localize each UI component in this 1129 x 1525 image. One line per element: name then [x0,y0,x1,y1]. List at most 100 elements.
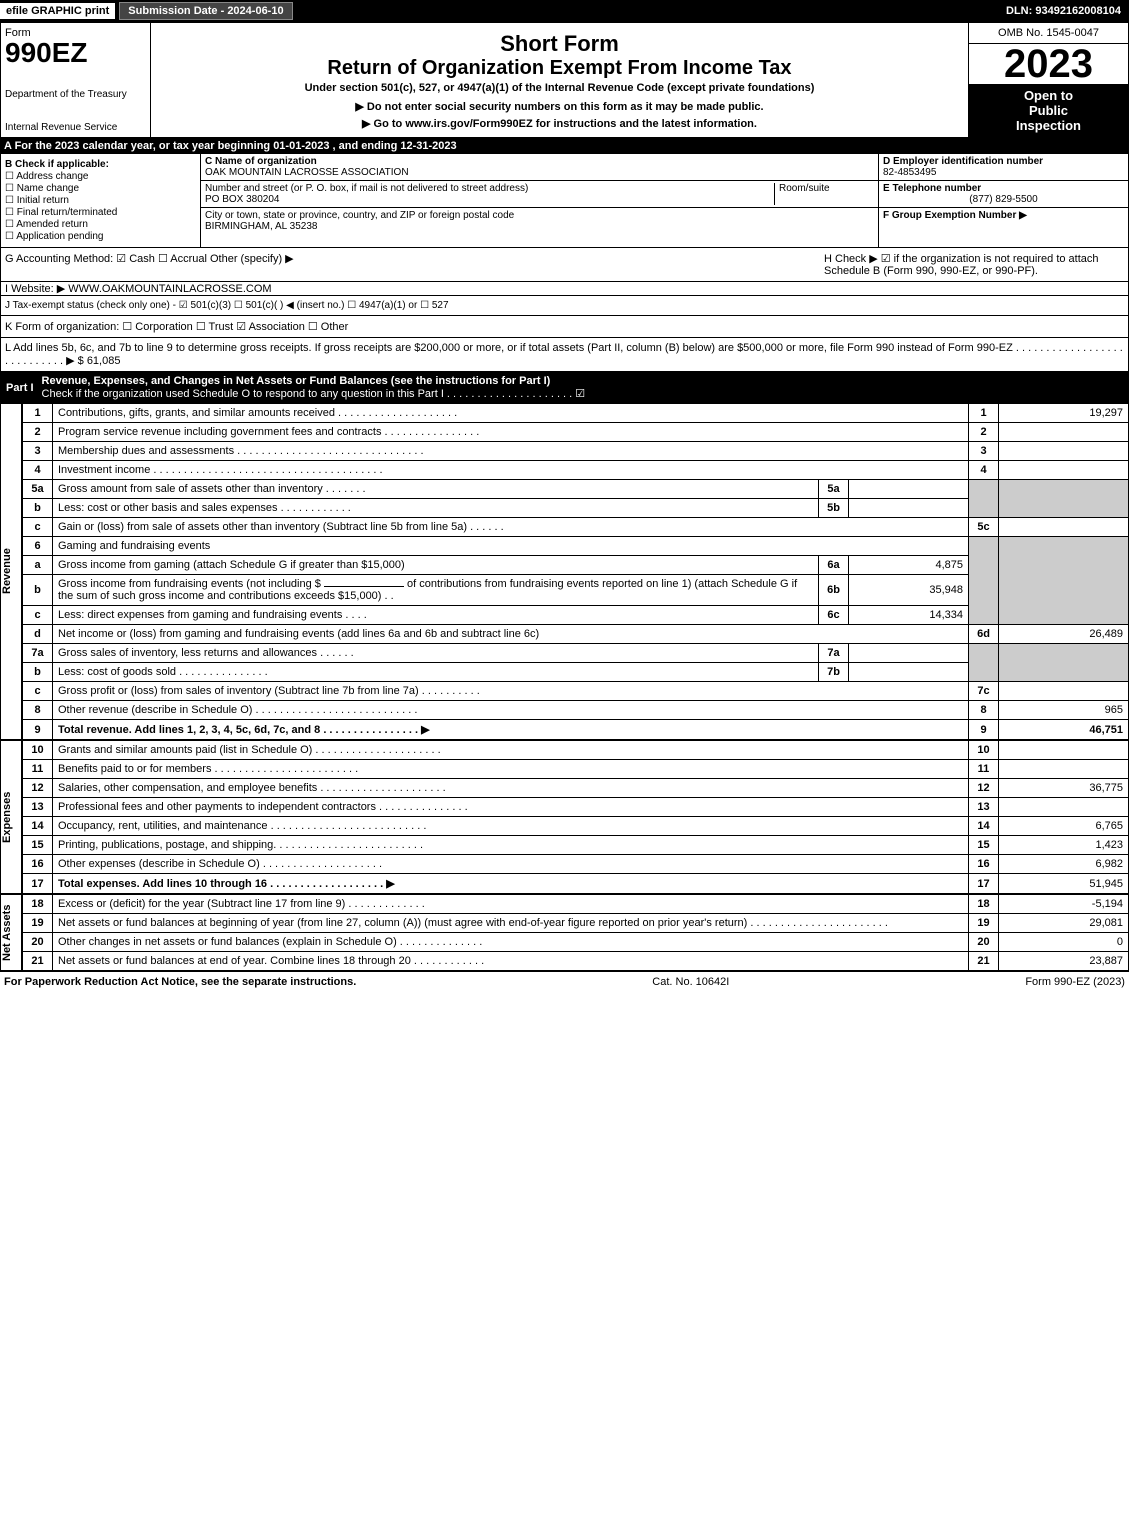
open-to-public: Open to Public Inspection [969,84,1128,137]
form-header: Form 990EZ Department of the Treasury In… [0,22,1129,138]
row-a-calendar-year: A For the 2023 calendar year, or tax yea… [0,138,1129,154]
line-5b: bLess: cost or other basis and sales exp… [23,499,1129,518]
line-20: 20Other changes in net assets or fund ba… [23,933,1129,952]
street-value: PO BOX 380204 [205,194,774,205]
line-1: 1Contributions, gifts, grants, and simil… [23,404,1129,423]
phone-value: (877) 829-5500 [883,194,1124,205]
line-5c: cGain or (loss) from sale of assets othe… [23,518,1129,537]
section-c: C Name of organization OAK MOUNTAIN LACR… [201,154,878,247]
tax-exempt-status: J Tax-exempt status (check only one) - ☑… [5,300,449,311]
chk-application-pending[interactable]: ☐ Application pending [5,231,196,242]
section-def: D Employer identification number 82-4853… [878,154,1128,247]
row-l: L Add lines 5b, 6c, and 7b to line 9 to … [0,338,1129,372]
footer-formref: Form 990-EZ (2023) [1025,976,1125,988]
part1-label: Part I [6,382,34,394]
efile-label: efile GRAPHIC print [0,3,115,19]
chk-address-change[interactable]: ☐ Address change [5,171,196,182]
line-7a: 7aGross sales of inventory, less returns… [23,644,1129,663]
street-row: Number and street (or P. O. box, if mail… [201,181,878,208]
line-6: 6Gaming and fundraising events [23,537,1129,556]
form-of-organization: K Form of organization: ☐ Corporation ☐ … [5,320,348,333]
line-7c: cGross profit or (loss) from sales of in… [23,682,1129,701]
under-section: Under section 501(c), 527, or 4947(a)(1)… [155,82,964,94]
city-label: City or town, state or province, country… [205,210,874,221]
revenue-section: Revenue 1Contributions, gifts, grants, a… [0,403,1129,740]
line-17: 17Total expenses. Add lines 10 through 1… [23,874,1129,894]
org-name-row: C Name of organization OAK MOUNTAIN LACR… [201,154,878,181]
street-label: Number and street (or P. O. box, if mail… [205,183,774,194]
return-title: Return of Organization Exempt From Incom… [155,57,964,80]
line-7b: bLess: cost of goods sold . . . . . . . … [23,663,1129,682]
org-name: OAK MOUNTAIN LACROSSE ASSOCIATION [205,167,874,178]
chk-final-return[interactable]: ☐ Final return/terminated [5,207,196,218]
d-label: D Employer identification number [883,156,1124,167]
b-title: B Check if applicable: [5,159,196,170]
room-label: Room/suite [779,183,874,194]
header-mid: Short Form Return of Organization Exempt… [151,23,968,137]
chk-name-change[interactable]: ☐ Name change [5,183,196,194]
line-11: 11Benefits paid to or for members . . . … [23,760,1129,779]
website: I Website: ▶ WWW.OAKMOUNTAINLACROSSE.COM [5,282,272,295]
line-6b: bGross income from fundraising events (n… [23,575,1129,606]
phone-row: E Telephone number (877) 829-5500 [879,181,1128,208]
header-left: Form 990EZ Department of the Treasury In… [1,23,151,137]
line-19: 19Net assets or fund balances at beginni… [23,914,1129,933]
dln: DLN: 93492162008104 [998,3,1129,19]
line-9: 9Total revenue. Add lines 1, 2, 3, 4, 5c… [23,720,1129,740]
city-row: City or town, state or province, country… [201,208,878,247]
line-13: 13Professional fees and other payments t… [23,798,1129,817]
open-line3: Inspection [973,118,1124,133]
footer-notice: For Paperwork Reduction Act Notice, see … [4,976,356,988]
line-4: 4Investment income . . . . . . . . . . .… [23,461,1129,480]
footer-catno: Cat. No. 10642I [652,976,729,988]
row-g-h: G Accounting Method: ☑ Cash ☐ Accrual Ot… [0,248,1129,282]
line-5a: 5aGross amount from sale of assets other… [23,480,1129,499]
row-k: K Form of organization: ☐ Corporation ☐ … [0,316,1129,338]
section-b-checkboxes: B Check if applicable: ☐ Address change … [1,154,201,247]
line-16: 16Other expenses (describe in Schedule O… [23,855,1129,874]
netassets-sidelabel: Net Assets [0,894,22,971]
irs-label: Internal Revenue Service [5,122,146,133]
part1-header: Part I Revenue, Expenses, and Changes in… [0,372,1129,403]
c-label: C Name of organization [205,156,874,167]
schedule-b-check: H Check ▶ ☑ if the organization is not r… [824,252,1124,277]
goto-link: ▶ Go to www.irs.gov/Form990EZ for instru… [155,117,964,130]
row-i: I Website: ▶ WWW.OAKMOUNTAINLACROSSE.COM [0,282,1129,296]
city-value: BIRMINGHAM, AL 35238 [205,221,874,232]
line-3: 3Membership dues and assessments . . . .… [23,442,1129,461]
f-label: F Group Exemption Number ▶ [883,210,1027,221]
tax-year: 2023 [969,44,1128,84]
netassets-table: 18Excess or (deficit) for the year (Subt… [22,894,1129,971]
part1-title-text: Revenue, Expenses, and Changes in Net As… [42,375,551,387]
e-label: E Telephone number [883,183,1124,194]
open-line2: Public [973,103,1124,118]
row-j: J Tax-exempt status (check only one) - ☑… [0,296,1129,316]
gross-receipts-note: L Add lines 5b, 6c, and 7b to line 9 to … [5,342,1124,367]
expenses-sidelabel: Expenses [0,740,22,894]
line-14: 14Occupancy, rent, utilities, and mainte… [23,817,1129,836]
expenses-section: Expenses 10Grants and similar amounts pa… [0,740,1129,894]
line-6a: aGross income from gaming (attach Schedu… [23,556,1129,575]
form-number: 990EZ [5,39,146,67]
line-8: 8Other revenue (describe in Schedule O) … [23,701,1129,720]
ssn-warning: ▶ Do not enter social security numbers o… [155,100,964,113]
accounting-method: G Accounting Method: ☑ Cash ☐ Accrual Ot… [5,252,824,265]
part1-subtitle: Check if the organization used Schedule … [42,388,586,400]
line-18: 18Excess or (deficit) for the year (Subt… [23,895,1129,914]
short-form-title: Short Form [155,31,964,57]
header-right: OMB No. 1545-0047 2023 Open to Public In… [968,23,1128,137]
open-line1: Open to [973,88,1124,103]
netassets-section: Net Assets 18Excess or (deficit) for the… [0,894,1129,971]
line-21: 21Net assets or fund balances at end of … [23,952,1129,971]
chk-initial-return[interactable]: ☐ Initial return [5,195,196,206]
page-footer: For Paperwork Reduction Act Notice, see … [0,971,1129,992]
chk-amended-return[interactable]: ☐ Amended return [5,219,196,230]
line-6d: dNet income or (loss) from gaming and fu… [23,625,1129,644]
part1-title: Revenue, Expenses, and Changes in Net As… [42,375,1123,400]
top-bar: efile GRAPHIC print Submission Date - 20… [0,0,1129,22]
line-10: 10Grants and similar amounts paid (list … [23,741,1129,760]
section-b: B Check if applicable: ☐ Address change … [0,154,1129,248]
omb-number: OMB No. 1545-0047 [969,23,1128,44]
line-15: 15Printing, publications, postage, and s… [23,836,1129,855]
line-12: 12Salaries, other compensation, and empl… [23,779,1129,798]
